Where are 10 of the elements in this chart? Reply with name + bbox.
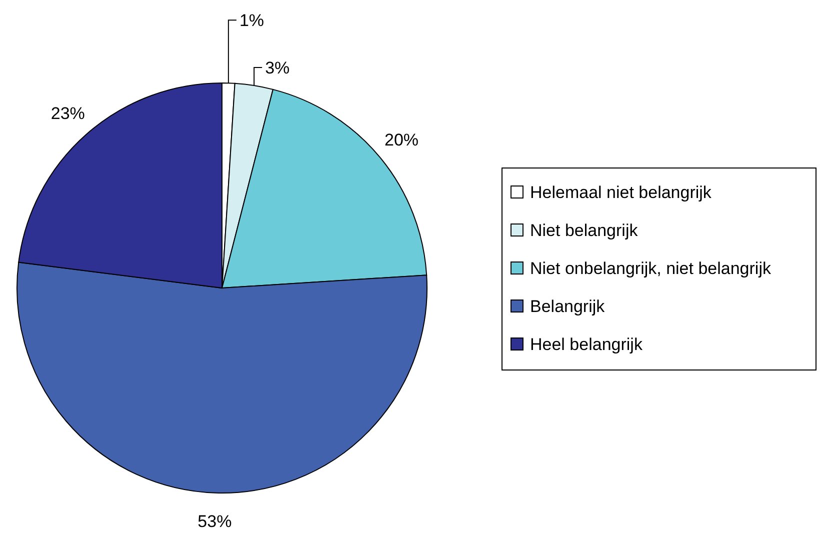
legend-label: Helemaal niet belangrijk: [530, 182, 712, 202]
data-label: 53%: [198, 512, 232, 531]
legend-label: Niet belangrijk: [530, 220, 638, 240]
legend-label: Niet onbelangrijk, niet belangrijk: [530, 258, 772, 278]
data-label: 3%: [265, 58, 290, 78]
data-label: 1%: [239, 11, 264, 30]
data-label: 23%: [50, 104, 85, 124]
data-label: 20%: [384, 130, 419, 150]
legend-label: Belangrijk: [530, 296, 606, 316]
legend-label: Heel belangrijk: [530, 334, 643, 354]
